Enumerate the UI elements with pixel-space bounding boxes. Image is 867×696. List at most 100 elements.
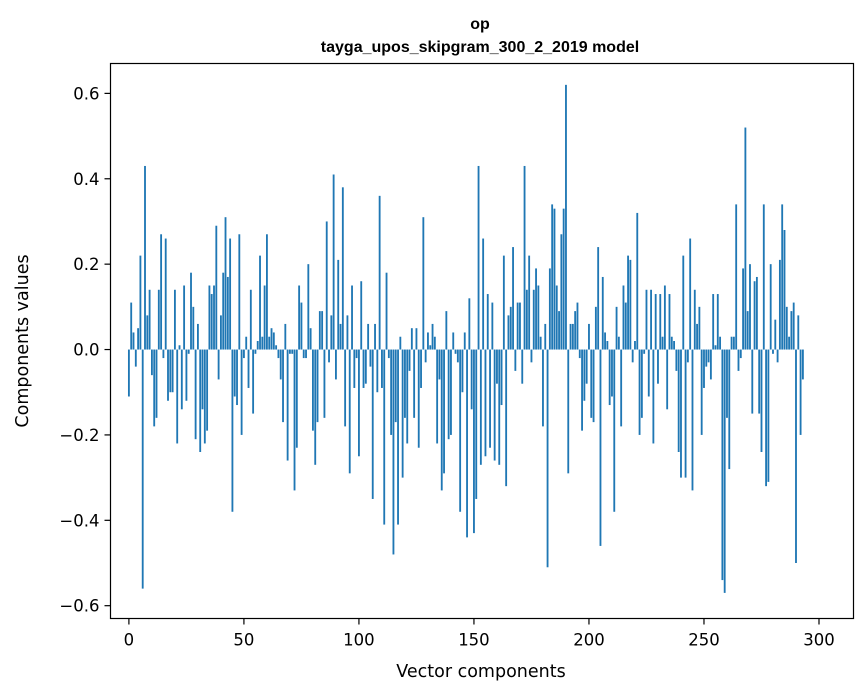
bar bbox=[578, 349, 581, 359]
bar bbox=[387, 349, 390, 359]
bar bbox=[339, 323, 342, 350]
bar bbox=[226, 276, 229, 350]
bar bbox=[183, 285, 186, 350]
bar bbox=[275, 345, 278, 350]
bar bbox=[491, 302, 494, 350]
bar bbox=[192, 306, 195, 350]
bar bbox=[300, 302, 303, 350]
y-tick-label: 0.6 bbox=[73, 84, 99, 103]
bar bbox=[259, 255, 261, 350]
bar bbox=[208, 285, 211, 350]
bar bbox=[638, 349, 641, 435]
bar bbox=[236, 349, 238, 406]
bar bbox=[604, 332, 606, 350]
bar bbox=[178, 345, 181, 350]
bar bbox=[601, 276, 604, 350]
x-tick-label: 200 bbox=[573, 631, 605, 650]
x-tick-label: 0 bbox=[124, 631, 135, 650]
bar bbox=[477, 165, 480, 350]
bar bbox=[629, 259, 632, 350]
bar bbox=[728, 349, 731, 470]
bar bbox=[440, 349, 443, 491]
x-tick-label: 150 bbox=[458, 631, 490, 650]
bar bbox=[677, 349, 680, 452]
bar bbox=[716, 294, 719, 350]
bar bbox=[196, 323, 199, 350]
bar bbox=[456, 349, 459, 363]
bar bbox=[647, 349, 650, 397]
bar bbox=[376, 349, 379, 393]
bar bbox=[164, 238, 167, 350]
bar bbox=[452, 332, 455, 350]
bar bbox=[726, 349, 728, 418]
bar bbox=[295, 349, 298, 448]
bar bbox=[574, 311, 577, 350]
bar bbox=[590, 349, 593, 418]
bar bbox=[247, 349, 250, 388]
x-tick-label: 250 bbox=[688, 631, 720, 650]
bar bbox=[385, 272, 388, 350]
bar bbox=[233, 349, 236, 397]
bar bbox=[686, 349, 689, 363]
bar bbox=[433, 336, 436, 350]
bar bbox=[675, 349, 678, 371]
bar bbox=[657, 349, 659, 384]
bar bbox=[654, 294, 657, 350]
bar bbox=[790, 311, 793, 350]
bar bbox=[438, 349, 441, 380]
bar bbox=[509, 306, 512, 350]
bar bbox=[266, 234, 268, 350]
bar bbox=[180, 349, 183, 410]
bar bbox=[680, 349, 682, 478]
bar bbox=[652, 349, 655, 444]
bar bbox=[167, 349, 169, 401]
bar bbox=[348, 349, 351, 474]
bar bbox=[742, 268, 745, 350]
bar bbox=[753, 281, 756, 350]
bar bbox=[622, 285, 625, 350]
bar bbox=[291, 349, 294, 354]
bar bbox=[286, 349, 289, 461]
bar bbox=[473, 349, 475, 534]
bar bbox=[254, 349, 257, 354]
bar bbox=[443, 349, 445, 474]
bar bbox=[130, 302, 133, 350]
bar bbox=[670, 336, 673, 350]
y-tick-label: 0.0 bbox=[73, 341, 99, 360]
bar bbox=[624, 302, 627, 350]
bar bbox=[318, 311, 321, 350]
bar bbox=[530, 349, 533, 363]
bar bbox=[201, 349, 204, 410]
bar bbox=[466, 349, 468, 538]
bar bbox=[597, 247, 600, 350]
bar bbox=[576, 302, 579, 350]
bar bbox=[307, 264, 310, 350]
bar bbox=[634, 341, 636, 350]
bar bbox=[321, 311, 324, 350]
bar bbox=[502, 255, 505, 350]
bar bbox=[383, 349, 386, 525]
bar bbox=[581, 349, 583, 431]
bar bbox=[631, 349, 634, 363]
x-tick-label: 50 bbox=[233, 631, 254, 650]
x-tick-label: 100 bbox=[343, 631, 375, 650]
bar bbox=[762, 204, 765, 350]
bar bbox=[238, 234, 241, 350]
bar bbox=[367, 323, 370, 350]
bar bbox=[217, 349, 220, 380]
bar bbox=[330, 315, 333, 350]
bar bbox=[507, 315, 510, 350]
bar bbox=[599, 349, 602, 546]
bar bbox=[272, 332, 275, 350]
bar bbox=[358, 349, 360, 457]
bar bbox=[767, 349, 770, 482]
bar bbox=[137, 328, 140, 350]
bar bbox=[401, 349, 404, 478]
bar bbox=[546, 349, 549, 568]
bar bbox=[463, 332, 466, 350]
bar bbox=[371, 349, 374, 499]
bar bbox=[567, 349, 570, 474]
bar bbox=[627, 255, 629, 350]
bar bbox=[705, 349, 708, 367]
bar bbox=[249, 289, 252, 350]
